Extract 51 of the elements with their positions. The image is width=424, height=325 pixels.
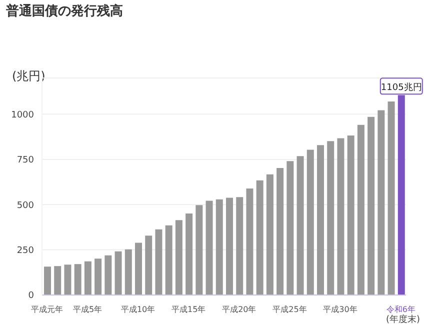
bar: [388, 102, 395, 295]
bar: [114, 251, 122, 295]
bar: [306, 150, 314, 295]
bar: [266, 174, 274, 295]
bar: [186, 213, 193, 295]
data-label: 1105兆円: [380, 82, 422, 94]
bar: [64, 264, 72, 295]
bar: [378, 110, 385, 295]
bar: [124, 249, 132, 295]
bar: [357, 124, 364, 295]
bar: [44, 266, 51, 295]
bar: [286, 161, 294, 295]
bar: [175, 220, 182, 295]
bar: [84, 261, 92, 295]
y-tick-label: 500: [16, 200, 34, 211]
y-tick-label: 250: [16, 246, 34, 256]
bar: [54, 266, 62, 295]
bar: [135, 242, 142, 295]
x-tick-label: 平成20年: [222, 305, 256, 314]
bar: [236, 197, 244, 295]
text: (年度末): [386, 314, 420, 325]
bar: [317, 145, 324, 295]
bar: [296, 156, 304, 295]
bar: [347, 136, 354, 295]
x-tick-label: 平成元年: [31, 305, 64, 314]
bar: [226, 198, 233, 295]
bar: [196, 205, 203, 295]
bar: [368, 116, 375, 295]
bar: [74, 264, 82, 295]
x-tick-label: 平成30年: [323, 305, 358, 314]
x-tick-label: 令和6年: [386, 305, 416, 314]
x-tick-label: 平成5年: [72, 305, 102, 314]
bar: [206, 200, 213, 295]
y-tick-label: 1000: [11, 110, 34, 120]
bar: [256, 180, 264, 295]
y-tick-label: 750: [16, 156, 34, 166]
x-tick-label: 平成15年: [172, 305, 206, 314]
bar: [94, 258, 102, 295]
bar: [327, 141, 334, 295]
bar: [276, 168, 284, 295]
bar: [246, 188, 254, 295]
bar: [165, 225, 172, 295]
x-tick-label: 平成25年: [272, 305, 307, 314]
bar: [155, 229, 162, 295]
y-tick-label: 0: [28, 291, 34, 302]
chart-title: 普通国債の発行残高: [6, 2, 123, 20]
bar: [104, 255, 112, 295]
bar: [216, 199, 223, 295]
x-tick-label: 平成10年: [120, 305, 156, 314]
bar: [337, 138, 344, 295]
bar: [145, 236, 152, 295]
